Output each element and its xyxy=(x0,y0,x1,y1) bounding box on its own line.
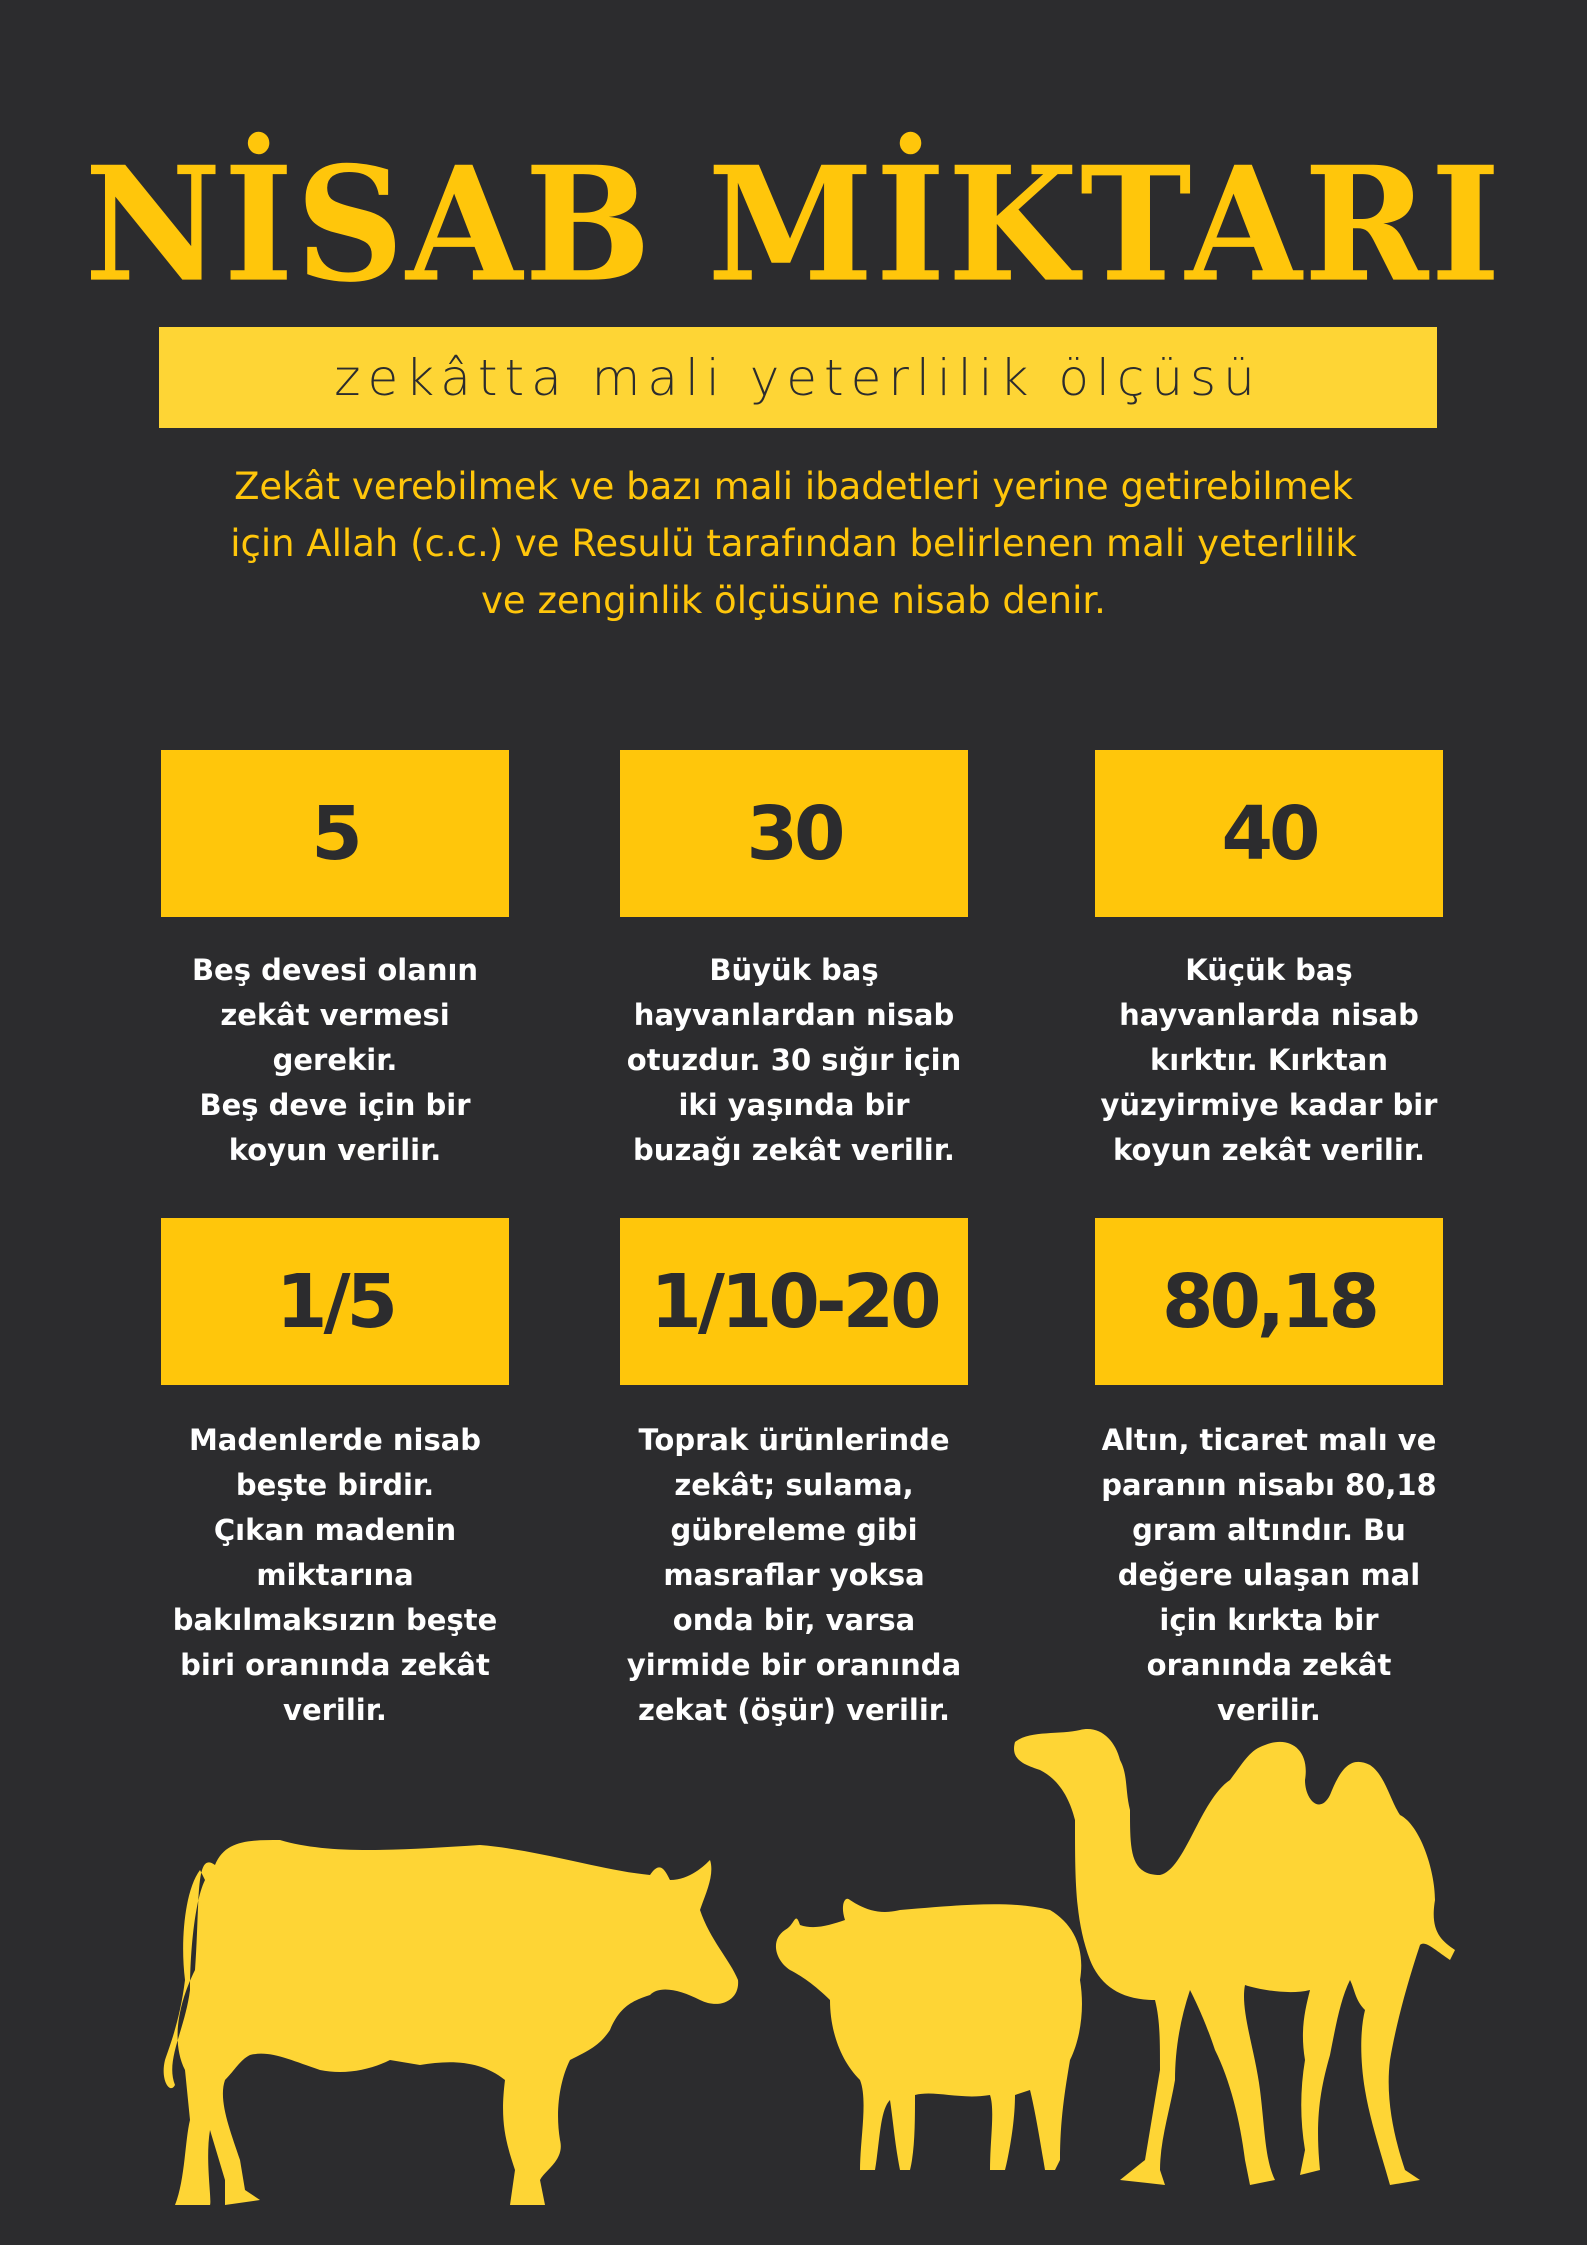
description-line: Beş deve için bir xyxy=(199,1088,471,1122)
description-line: zekât vermesi xyxy=(220,998,450,1032)
nisab-description: Beş devesi olanın zekât vermesi gerekir. Be… xyxy=(145,948,525,1173)
nisab-description: Altın, ticaret malı ve paranın nisabı 80,… xyxy=(1079,1418,1459,1733)
description-line: koyun zekât verilir. xyxy=(1113,1133,1425,1167)
description-line: Madenlerde nisab xyxy=(188,1423,482,1457)
description-line: miktarına xyxy=(256,1558,414,1592)
nisab-description: Toprak ürünlerinde zekât; sulama, gübrelem… xyxy=(604,1418,984,1733)
nisab-description: Küçük baş hayvanlarda nisab kırktır. Kırkt… xyxy=(1079,948,1459,1173)
description-line: zekât; sulama, xyxy=(674,1468,914,1502)
intro-line: Zekât verebilmek ve bazı mali ibadetleri… xyxy=(234,465,1353,508)
description-line: buzağı zekât verilir. xyxy=(633,1133,955,1167)
description-line: Altın, ticaret malı ve xyxy=(1101,1423,1437,1457)
description-line: paranın nisabı 80,18 xyxy=(1101,1468,1437,1502)
description-line: otuzdur. 30 sığır için xyxy=(626,1043,962,1077)
description-line: masraflar yoksa xyxy=(663,1558,925,1592)
description-line: kırktır. Kırktan xyxy=(1150,1043,1388,1077)
nisab-value: 1/10-20 xyxy=(650,1258,941,1345)
sheep-silhouette xyxy=(775,1898,1082,2170)
description-line: biri oranında zekât xyxy=(180,1648,490,1682)
description-line: Büyük baş xyxy=(709,953,879,987)
subtitle: zekâtta mali yeterlilik ölçüsü xyxy=(334,348,1262,407)
description-line: koyun verilir. xyxy=(228,1133,442,1167)
value-box: 30 xyxy=(620,750,968,917)
value-box: 1/5 xyxy=(161,1218,509,1385)
value-box: 1/10-20 xyxy=(620,1218,968,1385)
description-line: yirmide bir oranında xyxy=(626,1648,962,1682)
description-line: oranında zekât xyxy=(1146,1648,1392,1682)
description-line: bakılmaksızın beşte xyxy=(172,1603,498,1637)
description-line: hayvanlarda nisab xyxy=(1119,998,1419,1032)
nisab-value: 30 xyxy=(746,790,846,877)
intro-paragraph: Zekât verebilmek ve bazı mali ibadetleri… xyxy=(120,458,1467,629)
description-line: verilir. xyxy=(1217,1693,1321,1727)
description-line: değere ulaşan mal xyxy=(1117,1558,1421,1592)
value-box: 40 xyxy=(1095,750,1443,917)
description-line: Toprak ürünlerinde xyxy=(638,1423,950,1457)
cow-silhouette xyxy=(163,1840,739,2205)
page-title: NİSAB MİKTARI xyxy=(84,132,1503,318)
nisab-value: 5 xyxy=(311,790,362,877)
description-line: Çıkan madenin xyxy=(213,1513,457,1547)
nisab-value: 40 xyxy=(1221,790,1321,877)
nisab-value: 80,18 xyxy=(1161,1258,1380,1345)
description-line: Küçük baş xyxy=(1185,953,1353,987)
description-line: hayvanlardan nisab xyxy=(633,998,955,1032)
nisab-description: Madenlerde nisab beşte birdir. Çıkan maden… xyxy=(145,1418,525,1733)
value-box: 5 xyxy=(161,750,509,917)
description-line: yüzyirmiye kadar bir xyxy=(1100,1088,1438,1122)
camel-silhouette xyxy=(1014,1729,1455,2185)
description-line: zekat (öşür) verilir. xyxy=(638,1693,950,1727)
description-line: iki yaşında bir xyxy=(678,1088,910,1122)
description-line: gerekir. xyxy=(272,1043,398,1077)
description-line: beşte birdir. xyxy=(235,1468,435,1502)
description-line: gübreleme gibi xyxy=(670,1513,918,1547)
animals-illustration xyxy=(163,1729,1455,2205)
description-line: onda bir, varsa xyxy=(672,1603,916,1637)
value-box: 80,18 xyxy=(1095,1218,1443,1385)
description-line: verilir. xyxy=(283,1693,387,1727)
description-line: gram altındır. Bu xyxy=(1132,1513,1406,1547)
intro-line: için Allah (c.c.) ve Resulü tarafından b… xyxy=(230,522,1357,565)
intro-line: ve zenginlik ölçüsüne nisab denir. xyxy=(481,579,1106,622)
subtitle-banner: zekâtta mali yeterlilik ölçüsü xyxy=(159,327,1437,428)
description-line: için kırkta bir xyxy=(1159,1603,1379,1637)
description-line: Beş devesi olanın xyxy=(191,953,479,987)
nisab-value: 1/5 xyxy=(275,1258,398,1345)
nisab-description: Büyük baş hayvanlardan nisab otuzdur. 30 s… xyxy=(604,948,984,1173)
